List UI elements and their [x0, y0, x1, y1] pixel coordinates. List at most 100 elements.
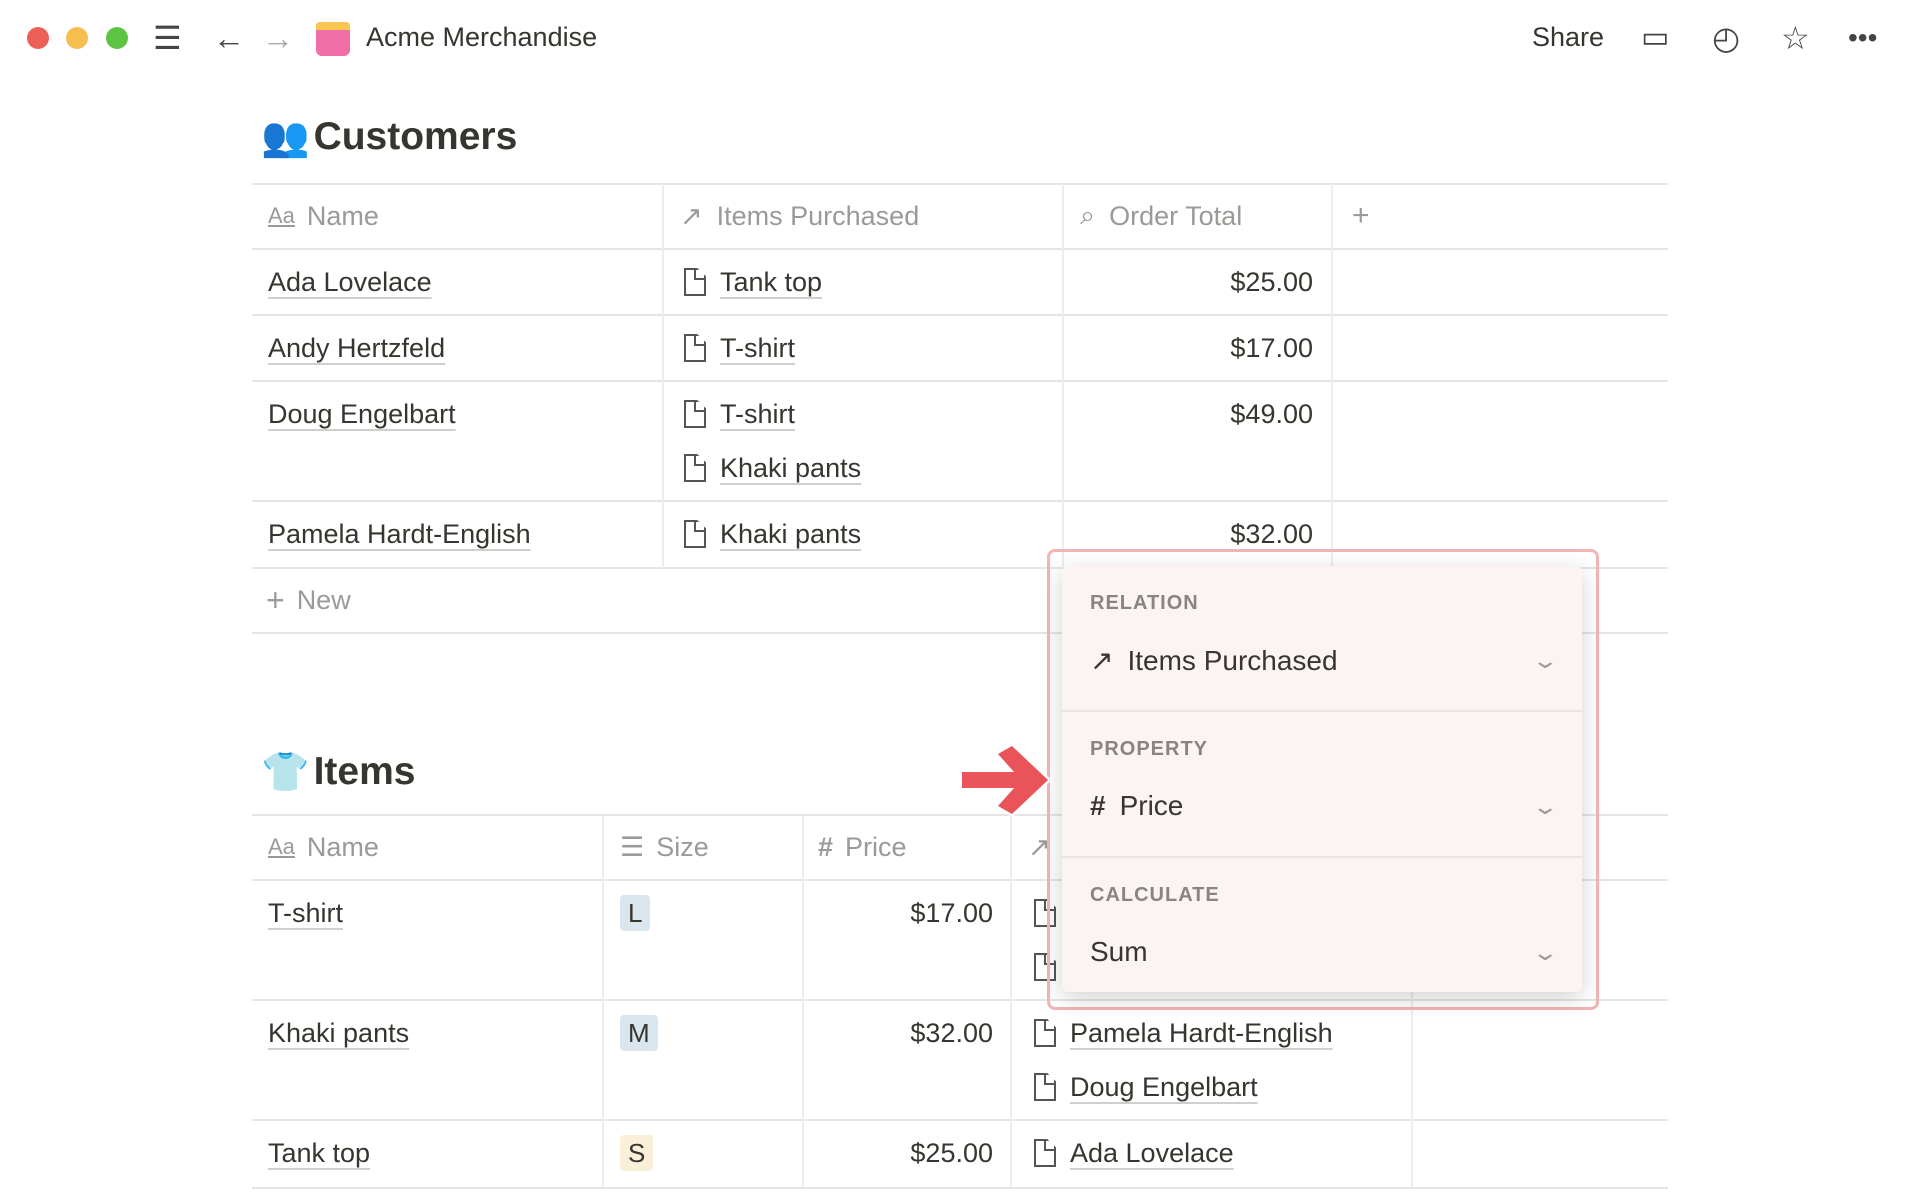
column-label: Name	[306, 200, 379, 231]
item-link[interactable]: T-shirt	[684, 381, 795, 447]
item-link[interactable]: Khaki pants	[684, 435, 861, 501]
item-label: Tank top	[720, 266, 823, 297]
relation-arrow-icon: ↗	[1090, 645, 1114, 676]
menu-icon[interactable]: ☰	[153, 20, 182, 56]
comment-icon[interactable]: ▭	[1641, 21, 1670, 54]
size-tag: L	[620, 880, 651, 946]
item-price: $25.00	[910, 1137, 993, 1168]
number-icon: #	[1090, 790, 1106, 821]
chevron-down-icon: ⌄	[1530, 794, 1559, 819]
column-label: Price	[845, 831, 907, 862]
column-label: Name	[306, 831, 379, 862]
customer-link[interactable]: Pamela Hardt-English	[1034, 1000, 1333, 1066]
customer-label: Ada Lovelace	[1070, 1137, 1234, 1168]
item-link[interactable]: Khaki pants	[684, 501, 861, 567]
relation-arrow-icon: ↗	[1028, 831, 1051, 862]
item-label: Khaki pants	[720, 452, 862, 483]
more-icon[interactable]: •••	[1848, 22, 1878, 53]
top-bar: ☰ ← → Acme Merchandise Share ▭ ◴ ☆ •••	[0, 0, 1920, 76]
customer-name[interactable]: Ada Lovelace	[268, 266, 432, 297]
customer-link[interactable]: Ada Lovelace	[1034, 1120, 1234, 1186]
customer-label: Doug Engelbart	[1070, 1071, 1258, 1102]
column-label: Size	[656, 831, 709, 862]
property-label: PROPERTY	[1090, 738, 1209, 760]
new-row-button[interactable]: + New	[266, 568, 351, 632]
forward-icon[interactable]: →	[262, 20, 294, 56]
item-name[interactable]: T-shirt	[268, 897, 344, 928]
page-icon	[684, 268, 706, 296]
calculate-value: Sum	[1090, 936, 1148, 967]
page-icon	[1034, 1019, 1056, 1047]
item-label: Khaki pants	[720, 518, 862, 549]
column-label: Items Purchased	[716, 200, 920, 231]
customer-link[interactable]: Doug Engelbart	[1034, 1054, 1258, 1120]
item-price: $32.00	[910, 1017, 993, 1048]
back-icon[interactable]: ←	[213, 20, 245, 56]
column-header-items-purchased[interactable]: ↗ Items Purchased	[680, 184, 919, 248]
item-name[interactable]: Tank top	[268, 1137, 371, 1168]
calculate-label: CALCULATE	[1090, 884, 1220, 906]
customers-title: Customers	[313, 115, 518, 158]
item-label: T-shirt	[720, 332, 796, 363]
customer-name[interactable]: Pamela Hardt-English	[268, 518, 531, 549]
text-type-icon: Aa	[268, 203, 295, 228]
items-heading: 👕 Items	[261, 749, 415, 795]
calculate-select[interactable]: Sum ⌄	[1062, 926, 1582, 986]
order-total: $17.00	[1230, 332, 1313, 363]
size-tag-label: L	[620, 895, 651, 931]
column-header-size[interactable]: ☰ Size	[620, 815, 709, 879]
close-window-button[interactable]	[27, 27, 49, 49]
size-tag-label: S	[620, 1135, 654, 1171]
column-header-name[interactable]: Aa Name	[268, 815, 379, 879]
star-icon[interactable]: ☆	[1781, 20, 1810, 56]
chevron-down-icon: ⌄	[1530, 940, 1559, 965]
add-column-button[interactable]: +	[1352, 199, 1370, 232]
page-icon	[684, 334, 706, 362]
chevron-down-icon: ⌄	[1530, 648, 1559, 673]
pointer-arrow-icon	[959, 743, 1051, 817]
relation-arrow-icon: ↗	[680, 200, 703, 231]
page-icon	[684, 400, 706, 428]
page-icon	[684, 520, 706, 548]
history-icon[interactable]: ◴	[1712, 20, 1740, 56]
customer-name[interactable]: Andy Hertzfeld	[268, 332, 446, 363]
customer-label: Pamela Hardt-English	[1070, 1017, 1333, 1048]
item-link[interactable]: Tank top	[684, 249, 822, 315]
new-label: New	[296, 584, 351, 615]
size-tag: M	[620, 1000, 658, 1066]
column-header-relation[interactable]: ↗	[1028, 815, 1051, 879]
column-label: Order Total	[1109, 200, 1243, 231]
share-button[interactable]: Share	[1532, 22, 1605, 52]
item-name[interactable]: Khaki pants	[268, 1017, 410, 1048]
search-icon: ⌕	[1080, 200, 1096, 230]
relation-label: RELATION	[1090, 592, 1199, 614]
maximize-window-button[interactable]	[106, 27, 128, 49]
item-price: $17.00	[910, 897, 993, 928]
order-total: $25.00	[1230, 266, 1313, 297]
page-icon	[1034, 1139, 1056, 1167]
customer-link[interactable]	[1034, 934, 1070, 1000]
customer-link[interactable]	[1034, 880, 1070, 946]
shopping-bag-icon	[316, 22, 350, 56]
people-icon: 👥	[261, 116, 310, 159]
minimize-window-button[interactable]	[66, 27, 88, 49]
item-label: T-shirt	[720, 398, 796, 429]
column-header-price[interactable]: # Price	[818, 815, 907, 879]
size-tag-label: M	[620, 1015, 658, 1051]
page-icon	[1034, 1073, 1056, 1101]
property-value: Price	[1119, 790, 1184, 821]
item-link[interactable]: T-shirt	[684, 315, 795, 381]
shirt-icon: 👕	[261, 751, 310, 794]
customers-heading: 👥 Customers	[261, 114, 517, 160]
customer-name[interactable]: Doug Engelbart	[268, 398, 456, 429]
order-total: $49.00	[1230, 398, 1313, 429]
relation-select[interactable]: ↗ Items Purchased ⌄	[1062, 634, 1582, 694]
column-header-name[interactable]: Aa Name	[268, 184, 379, 248]
property-select[interactable]: # Price ⌄	[1062, 780, 1582, 840]
list-icon: ☰	[620, 831, 645, 862]
column-header-order-total[interactable]: ⌕ Order Total	[1080, 184, 1242, 248]
page-title: Acme Merchandise	[366, 22, 598, 52]
number-icon: #	[818, 831, 834, 862]
page-icon	[684, 454, 706, 482]
order-total: $32.00	[1230, 518, 1313, 549]
